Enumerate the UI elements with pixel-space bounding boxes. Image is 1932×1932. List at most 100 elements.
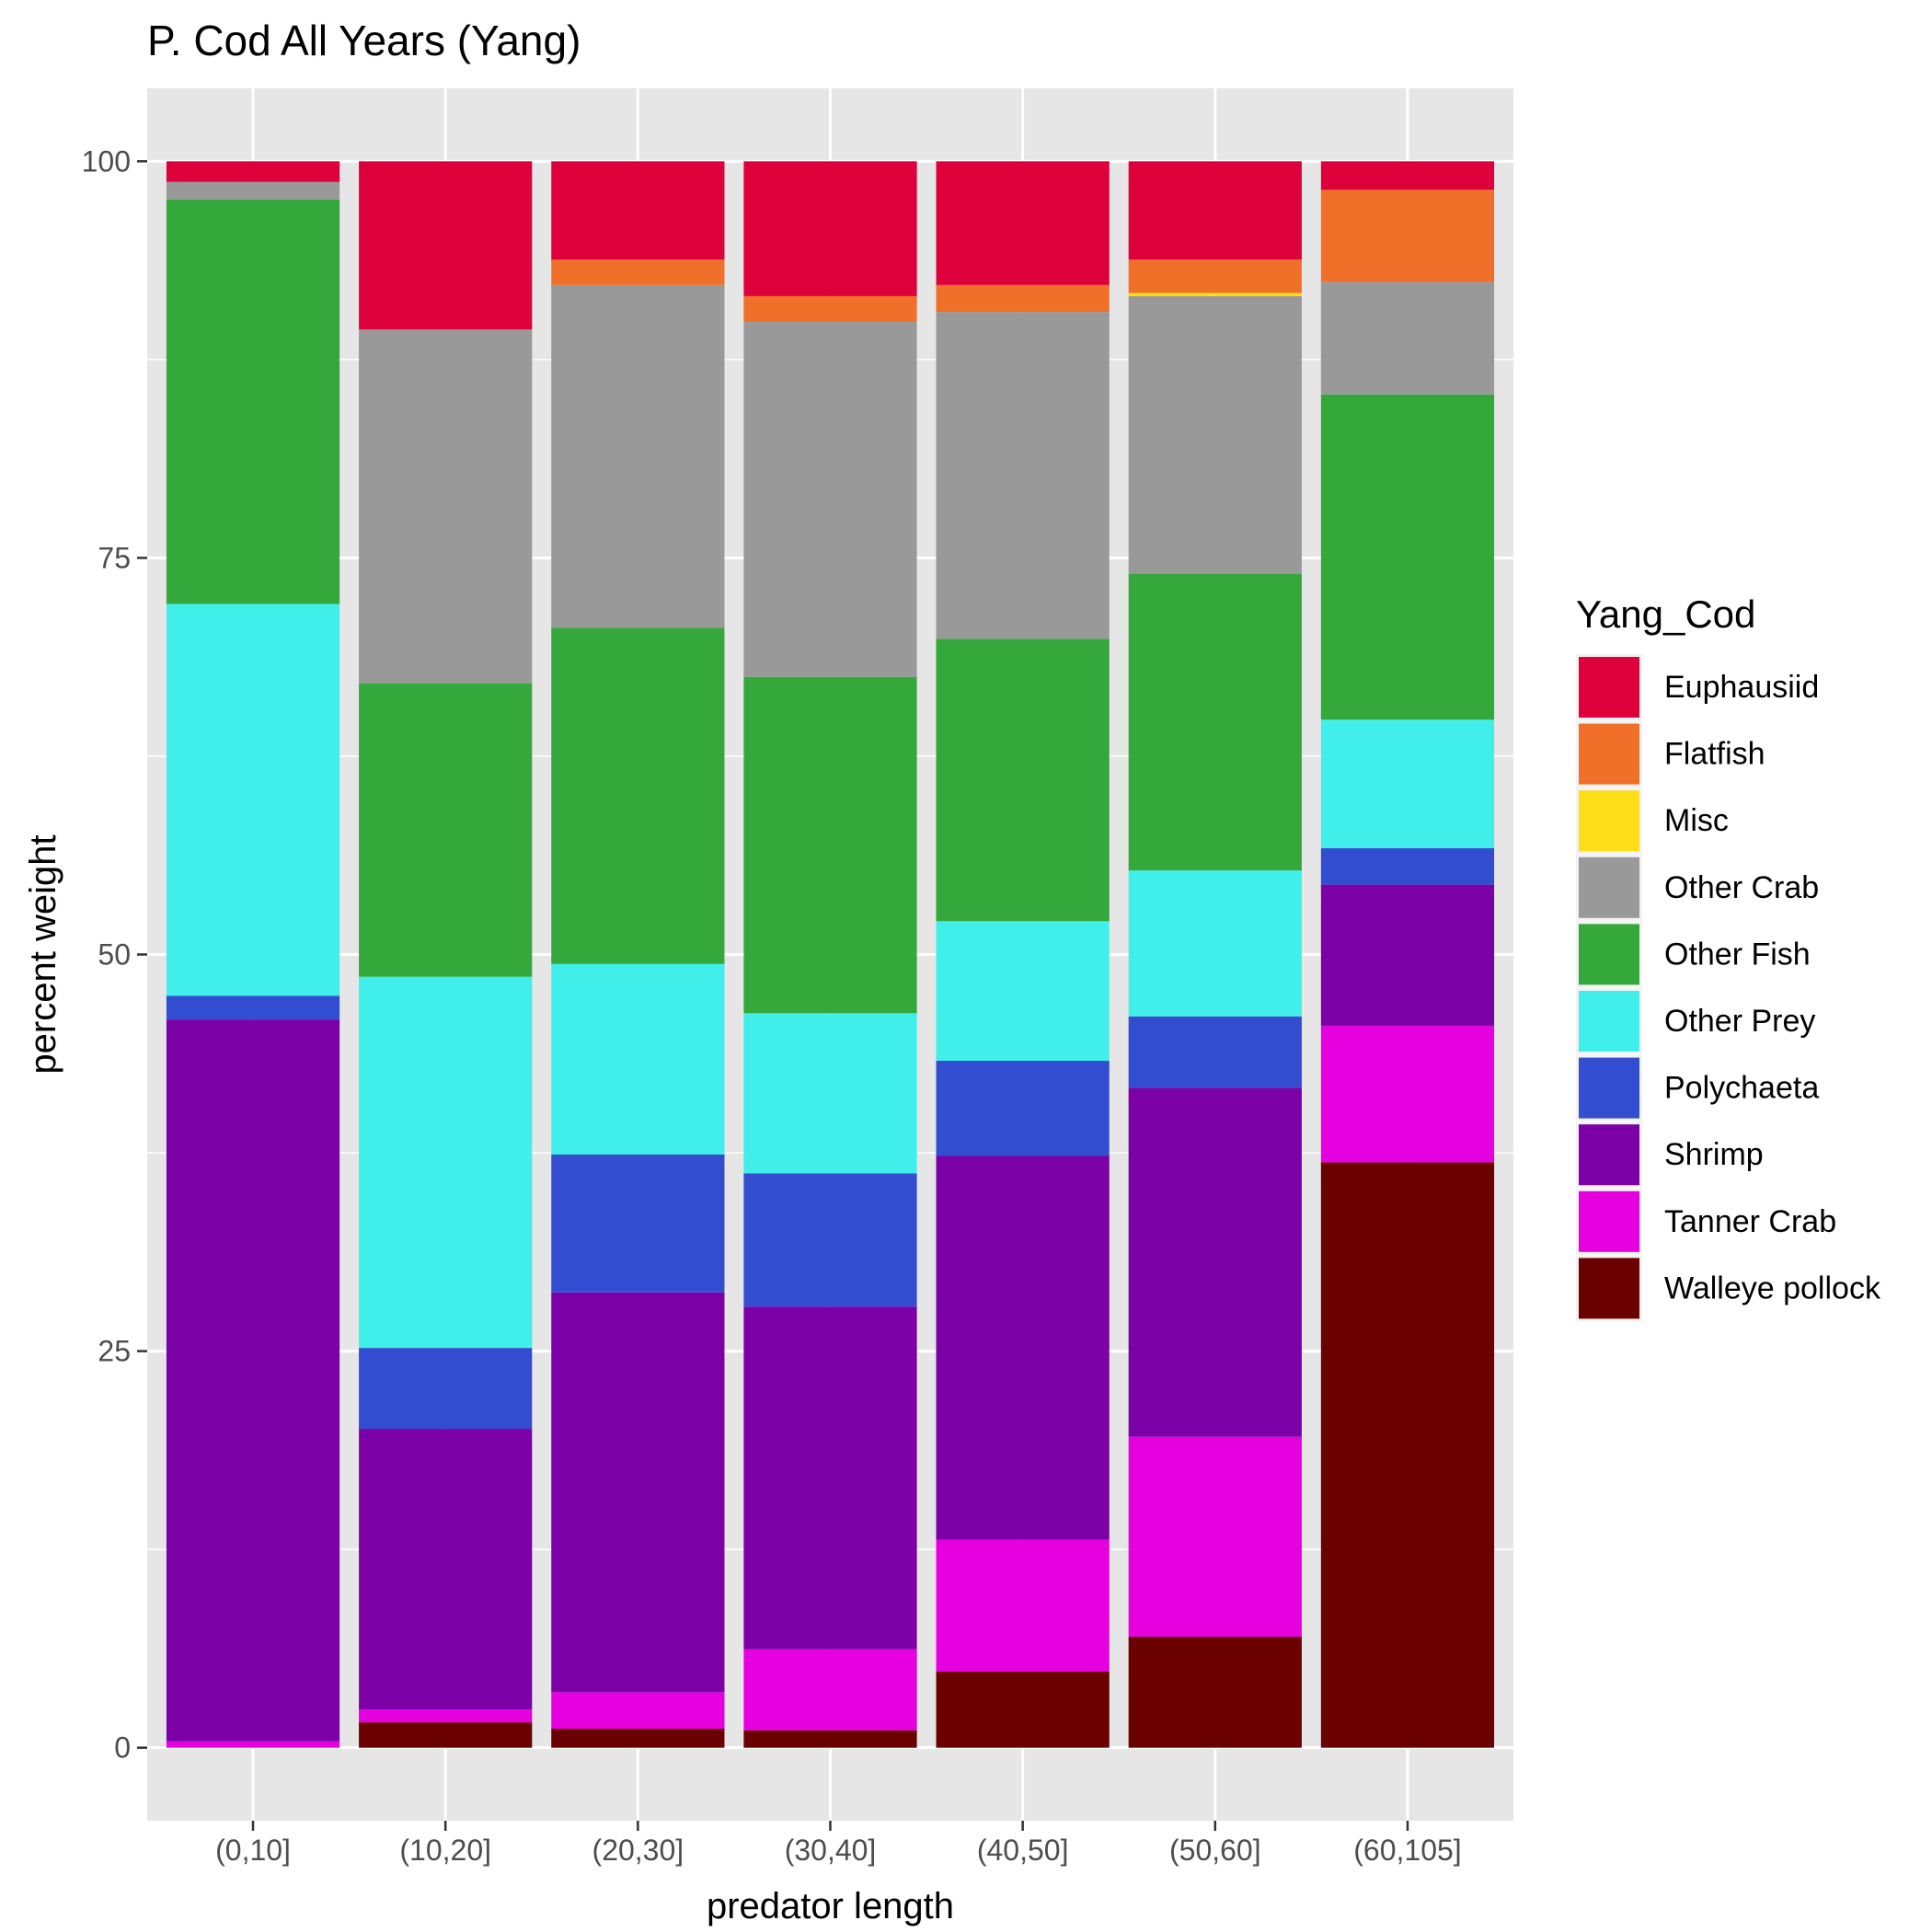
bar-segment-other-prey xyxy=(1128,870,1302,1017)
bar-segment-other-fish xyxy=(743,676,917,1014)
bar-segment-other-prey xyxy=(936,921,1110,1062)
bar-segment-polychaeta xyxy=(936,1061,1110,1156)
bar-segment-other-crab xyxy=(551,284,725,628)
x-axis: (0,10] (10,20] (20,30] (30,40] (40,50] (50,60… xyxy=(215,1821,1462,1867)
legend-label: Misc xyxy=(1664,803,1729,838)
bar-segment-other-fish xyxy=(1128,573,1302,871)
bar-segment-other-crab xyxy=(1128,295,1302,574)
bar-segment-shrimp xyxy=(359,1429,533,1710)
legend-label: Polychaeta xyxy=(1664,1071,1819,1106)
bar-segment-tanner-crab xyxy=(743,1649,917,1731)
legend-swatch xyxy=(1579,1124,1639,1186)
bar-segment-shrimp xyxy=(1128,1087,1302,1437)
y-tick-label: 100 xyxy=(82,144,131,178)
bar-segment-other-crab xyxy=(359,329,533,684)
bar-segment-walleye-pollock xyxy=(1128,1636,1302,1748)
bar-segment-tanner-crab xyxy=(936,1539,1110,1672)
legend-label: Other Crab xyxy=(1664,870,1819,905)
bar-segment-shrimp xyxy=(551,1292,725,1693)
bar-segment-walleye-pollock xyxy=(936,1671,1110,1748)
legend-swatch xyxy=(1579,991,1639,1052)
bar-segment-walleye-pollock xyxy=(743,1730,917,1748)
legend-swatch xyxy=(1579,790,1639,852)
x-tick-label: (40,50] xyxy=(977,1834,1069,1867)
legend-swatch xyxy=(1579,857,1639,918)
bar-segment-flatfish xyxy=(1320,190,1495,282)
y-tick-label: 25 xyxy=(98,1335,131,1368)
legend-items: Euphausiid Flatfish Misc Other Crab Other Fi… xyxy=(1576,654,1881,1322)
legend-swatch xyxy=(1579,1258,1639,1319)
legend-swatch xyxy=(1579,723,1639,785)
bar-segment-shrimp xyxy=(1320,884,1495,1027)
bar-segment-other-prey xyxy=(551,963,725,1155)
legend-label: Other Prey xyxy=(1664,1004,1815,1039)
legend-swatch xyxy=(1579,924,1639,985)
legend-swatch xyxy=(1579,1057,1639,1119)
bar-segment-walleye-pollock xyxy=(359,1722,533,1748)
x-tick-label: (60,105] xyxy=(1353,1834,1461,1867)
bar-segment-other-crab xyxy=(1320,282,1495,395)
bar-segment-tanner-crab xyxy=(359,1709,533,1723)
x-tick-label: (0,10] xyxy=(215,1834,291,1867)
legend-title: Yang_Cod xyxy=(1576,592,1755,636)
legend: Yang_Cod Euphausiid Flatfish Misc Other Cra… xyxy=(1576,592,1881,1322)
bar-segment-flatfish xyxy=(551,259,725,285)
bar-segment-flatfish xyxy=(743,295,917,322)
legend-swatch xyxy=(1579,1190,1639,1252)
bar-segment-polychaeta xyxy=(743,1173,917,1307)
bar-segment-other-prey xyxy=(166,604,340,996)
y-tick-label: 0 xyxy=(114,1731,131,1765)
bar-segment-polychaeta xyxy=(1320,847,1495,885)
bar-segment-euphausiid xyxy=(166,161,340,182)
y-axis-label: percent weight xyxy=(23,834,63,1074)
chart-title: P. Cod All Years (Yang) xyxy=(147,17,581,64)
bar-segment-other-prey xyxy=(359,976,533,1349)
bar-segment-euphausiid xyxy=(1320,161,1495,190)
bar-segment-euphausiid xyxy=(936,161,1110,285)
legend-label: Tanner Crab xyxy=(1664,1204,1836,1239)
bar-segment-polychaeta xyxy=(166,995,340,1020)
y-axis: 0 25 50 75 100 xyxy=(82,144,147,1765)
x-tick-label: (20,30] xyxy=(592,1834,684,1867)
legend-label: Euphausiid xyxy=(1664,670,1819,705)
bar-segment-shrimp xyxy=(166,1019,340,1742)
bar-segment-walleye-pollock xyxy=(551,1728,725,1748)
bar-segment-flatfish xyxy=(936,284,1110,313)
bar-segment-shrimp xyxy=(936,1156,1110,1540)
bar-segment-other-fish xyxy=(1320,394,1495,720)
legend-swatch xyxy=(1579,657,1639,718)
legend-label: Shrimp xyxy=(1664,1137,1764,1172)
bar-segment-other-crab xyxy=(743,321,917,677)
bar-segment-shrimp xyxy=(743,1306,917,1650)
bar-segment-euphausiid xyxy=(551,161,725,260)
bar-segment-other-crab xyxy=(166,181,340,200)
bar-segment-other-prey xyxy=(743,1013,917,1174)
legend-label: Flatfish xyxy=(1664,737,1765,772)
bar-segment-tanner-crab xyxy=(166,1741,340,1748)
bar-segment-euphausiid xyxy=(1128,161,1302,260)
bar-segment-euphausiid xyxy=(359,161,533,330)
x-tick-label: (30,40] xyxy=(785,1834,877,1867)
bar-segment-tanner-crab xyxy=(1320,1026,1495,1163)
x-tick-label: (10,20] xyxy=(399,1834,491,1867)
legend-label: Other Fish xyxy=(1664,937,1811,972)
bar-segment-euphausiid xyxy=(743,161,917,296)
bar-segment-misc xyxy=(1128,293,1302,296)
y-tick-label: 75 xyxy=(98,541,131,574)
bar-segment-other-fish xyxy=(166,199,340,604)
legend-label: Walleye pollock xyxy=(1664,1271,1881,1305)
bar-segment-polychaeta xyxy=(1128,1016,1302,1088)
bar-segment-polychaeta xyxy=(551,1154,725,1293)
bar-segment-tanner-crab xyxy=(1128,1436,1302,1637)
bar-segment-other-crab xyxy=(936,312,1110,639)
y-tick-label: 50 xyxy=(98,938,131,972)
bar-segment-polychaeta xyxy=(359,1348,533,1430)
bar-segment-other-fish xyxy=(936,638,1110,922)
bars xyxy=(166,161,1495,1748)
bar-segment-other-fish xyxy=(551,627,725,964)
bar-segment-other-prey xyxy=(1320,719,1495,848)
x-tick-label: (50,60] xyxy=(1169,1834,1261,1867)
bar-segment-other-fish xyxy=(359,683,533,977)
x-axis-label: predator length xyxy=(707,1886,954,1926)
